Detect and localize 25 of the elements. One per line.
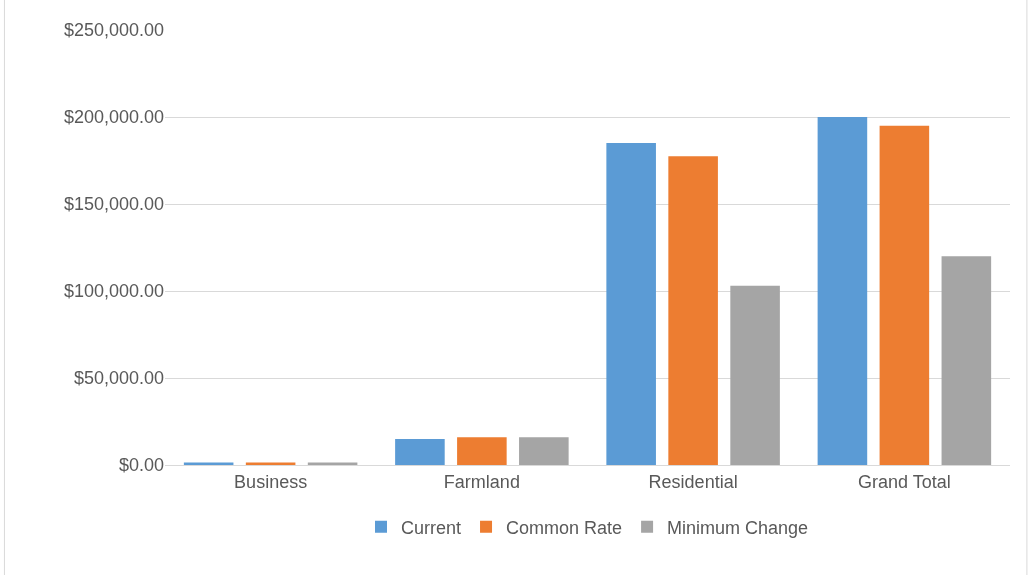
x-tick-label: Grand Total (858, 471, 951, 492)
bar (606, 143, 656, 465)
bar (519, 437, 569, 465)
y-tick-label: $250,000.00 (63, 20, 164, 41)
x-tick-label: Business (234, 471, 308, 492)
legend-label: Minimum Change (667, 517, 809, 538)
y-tick-label: $100,000.00 (63, 281, 164, 302)
bar (817, 117, 868, 465)
y-tick-label: $200,000.00 (63, 107, 164, 128)
y-tick-label: $150,000.00 (63, 194, 164, 215)
bar (457, 437, 507, 465)
bar (668, 156, 718, 465)
bar (941, 256, 992, 465)
bar (395, 438, 445, 465)
x-tick-label: Farmland (443, 471, 520, 492)
x-tick-label: Residential (648, 471, 738, 492)
legend-label: Common Rate (506, 517, 623, 538)
bar (183, 462, 234, 465)
bar (245, 462, 296, 465)
y-tick-label: $50,000.00 (73, 368, 164, 389)
bar (307, 462, 358, 465)
y-tick-label: $0.00 (118, 455, 164, 476)
bar (730, 285, 780, 465)
bar (879, 125, 930, 465)
legend-label: Current (401, 517, 462, 538)
